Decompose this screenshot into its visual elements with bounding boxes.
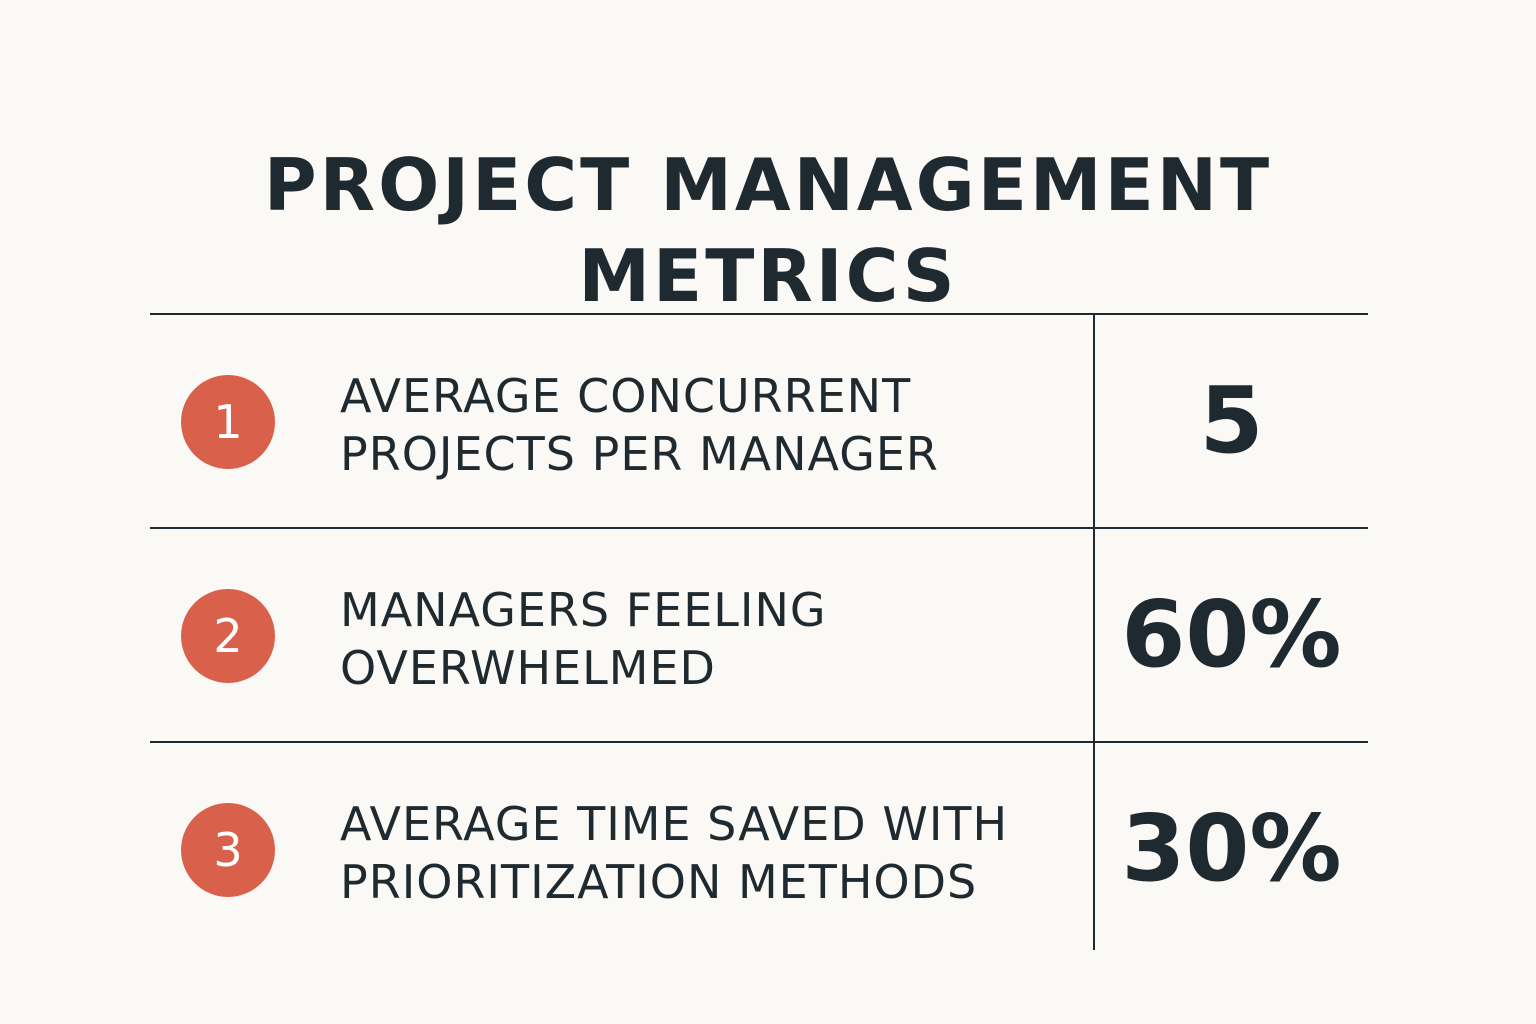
- number-badge: 3: [181, 803, 275, 897]
- metric-label-line-2: OVERWHELMED: [340, 641, 716, 695]
- metric-label-line-2: PROJECTS PER MANAGER: [340, 427, 939, 481]
- metric-label: AVERAGE CONCURRENT PROJECTS PER MANAGER: [340, 367, 1060, 483]
- metric-label-line-2: PRIORITIZATION METHODS: [340, 855, 978, 909]
- metric-row-3: 3 AVERAGE TIME SAVED WITH PRIORITIZATION…: [150, 743, 1368, 955]
- column-divider: [1093, 314, 1095, 950]
- metric-value: 5: [1199, 367, 1264, 474]
- page-title: PROJECT MANAGEMENT METRICS: [0, 140, 1536, 322]
- number-badge: 2: [181, 589, 275, 683]
- number-badge: 1: [181, 375, 275, 469]
- metric-label-line-1: MANAGERS FEELING: [340, 583, 827, 637]
- metric-value: 60%: [1121, 581, 1342, 688]
- title-line-2: METRICS: [578, 234, 958, 319]
- row-divider-1: [150, 527, 1368, 529]
- metric-value: 30%: [1121, 795, 1342, 902]
- metric-label-line-1: AVERAGE TIME SAVED WITH: [340, 797, 1009, 851]
- metric-label: MANAGERS FEELING OVERWHELMED: [340, 581, 1060, 697]
- table-top-divider: [150, 313, 1368, 315]
- row-divider-2: [150, 741, 1368, 743]
- metric-row-1: 1 AVERAGE CONCURRENT PROJECTS PER MANAGE…: [150, 315, 1368, 527]
- metric-label-line-1: AVERAGE CONCURRENT: [340, 369, 912, 423]
- metric-label: AVERAGE TIME SAVED WITH PRIORITIZATION M…: [340, 795, 1060, 911]
- metric-row-2: 2 MANAGERS FEELING OVERWHELMED 60%: [150, 529, 1368, 741]
- title-line-1: PROJECT MANAGEMENT: [263, 143, 1273, 228]
